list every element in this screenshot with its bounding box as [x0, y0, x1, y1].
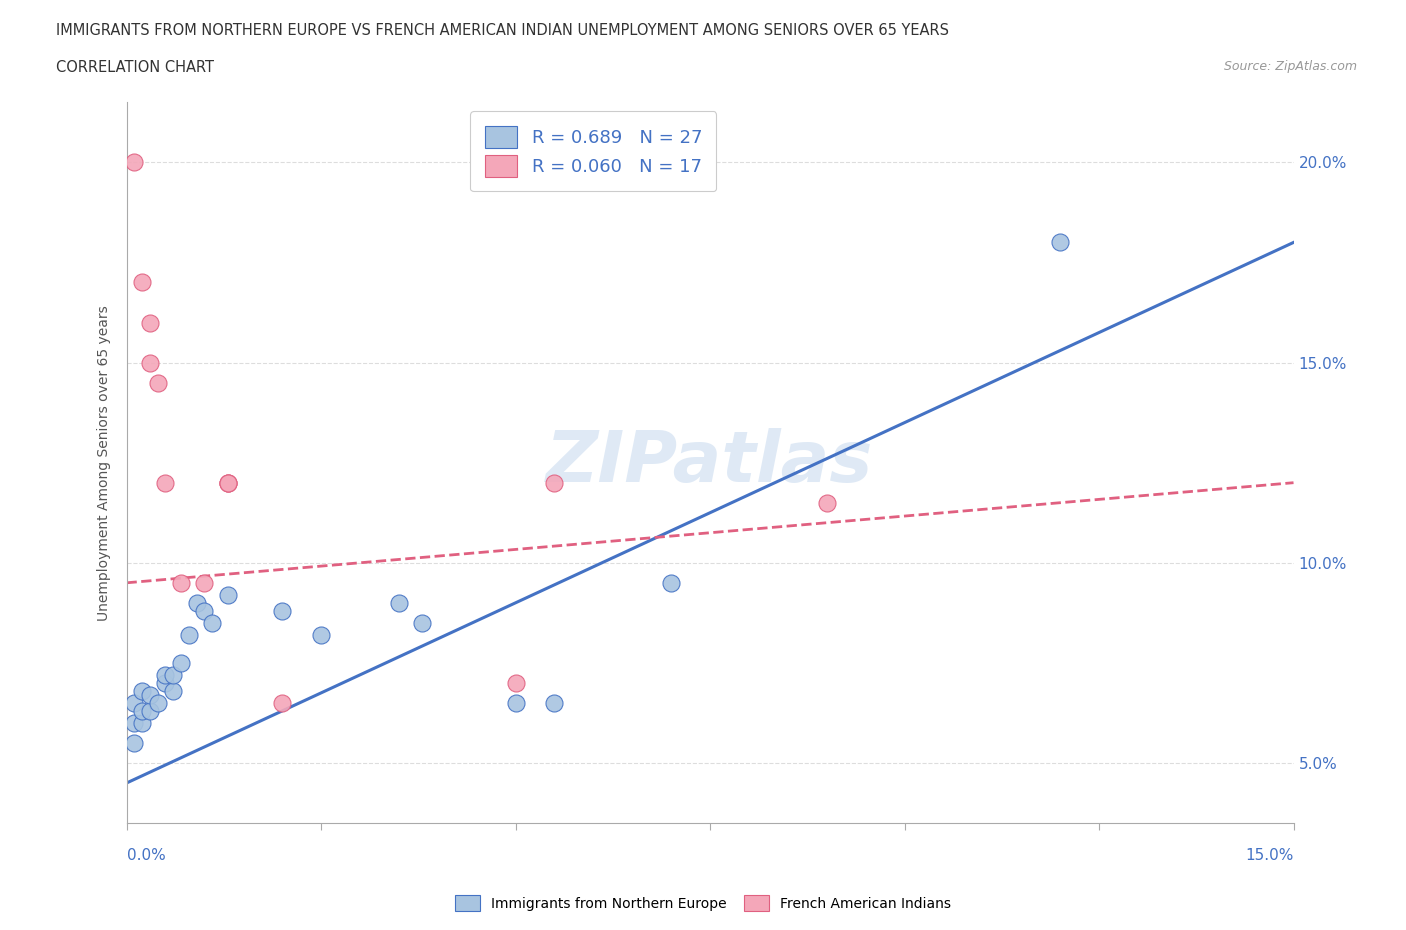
Point [170, 576, 193, 591]
Point [505, 675, 527, 690]
Point [309, 836, 332, 851]
Point [177, 628, 200, 643]
Point [271, 604, 294, 618]
Point [217, 475, 239, 490]
Point [201, 616, 224, 631]
Point [309, 628, 332, 643]
Point [146, 375, 169, 390]
Point [146, 696, 169, 711]
Point [139, 315, 162, 330]
Point [186, 595, 208, 610]
Point [193, 604, 215, 618]
Point [217, 588, 239, 603]
Point [543, 696, 565, 711]
Point [388, 595, 411, 610]
Point [193, 576, 215, 591]
Point [155, 668, 177, 683]
Legend: Immigrants from Northern Europe, French American Indians: Immigrants from Northern Europe, French … [449, 887, 957, 919]
Point [124, 696, 146, 711]
Point [155, 675, 177, 690]
Point [131, 684, 153, 698]
Point [411, 616, 433, 631]
Point [659, 576, 682, 591]
Point [124, 736, 146, 751]
Text: IMMIGRANTS FROM NORTHERN EUROPE VS FRENCH AMERICAN INDIAN UNEMPLOYMENT AMONG SEN: IMMIGRANTS FROM NORTHERN EUROPE VS FRENC… [56, 23, 949, 38]
Point [139, 355, 162, 370]
Point [155, 475, 177, 490]
Point [131, 275, 153, 290]
Point [170, 656, 193, 671]
Point [411, 836, 433, 851]
Legend: R = 0.689   N = 27, R = 0.060   N = 17: R = 0.689 N = 27, R = 0.060 N = 17 [470, 112, 717, 192]
Point [543, 475, 565, 490]
Point [217, 475, 239, 490]
Text: CORRELATION CHART: CORRELATION CHART [56, 60, 214, 75]
Point [139, 687, 162, 702]
Point [162, 668, 184, 683]
Point [815, 496, 838, 511]
Point [124, 155, 146, 170]
Point [131, 715, 153, 730]
Y-axis label: Unemployment Among Seniors over 65 years: Unemployment Among Seniors over 65 years [97, 305, 111, 620]
Point [217, 475, 239, 490]
Point [162, 684, 184, 698]
Point [505, 696, 527, 711]
Text: 0.0%: 0.0% [127, 848, 166, 863]
Point [1049, 235, 1071, 250]
Point [271, 696, 294, 711]
Point [131, 703, 153, 718]
Text: Source: ZipAtlas.com: Source: ZipAtlas.com [1223, 60, 1357, 73]
Text: 15.0%: 15.0% [1246, 848, 1294, 863]
Text: ZIPatlas: ZIPatlas [547, 428, 873, 498]
Point [139, 703, 162, 718]
Point [124, 715, 146, 730]
